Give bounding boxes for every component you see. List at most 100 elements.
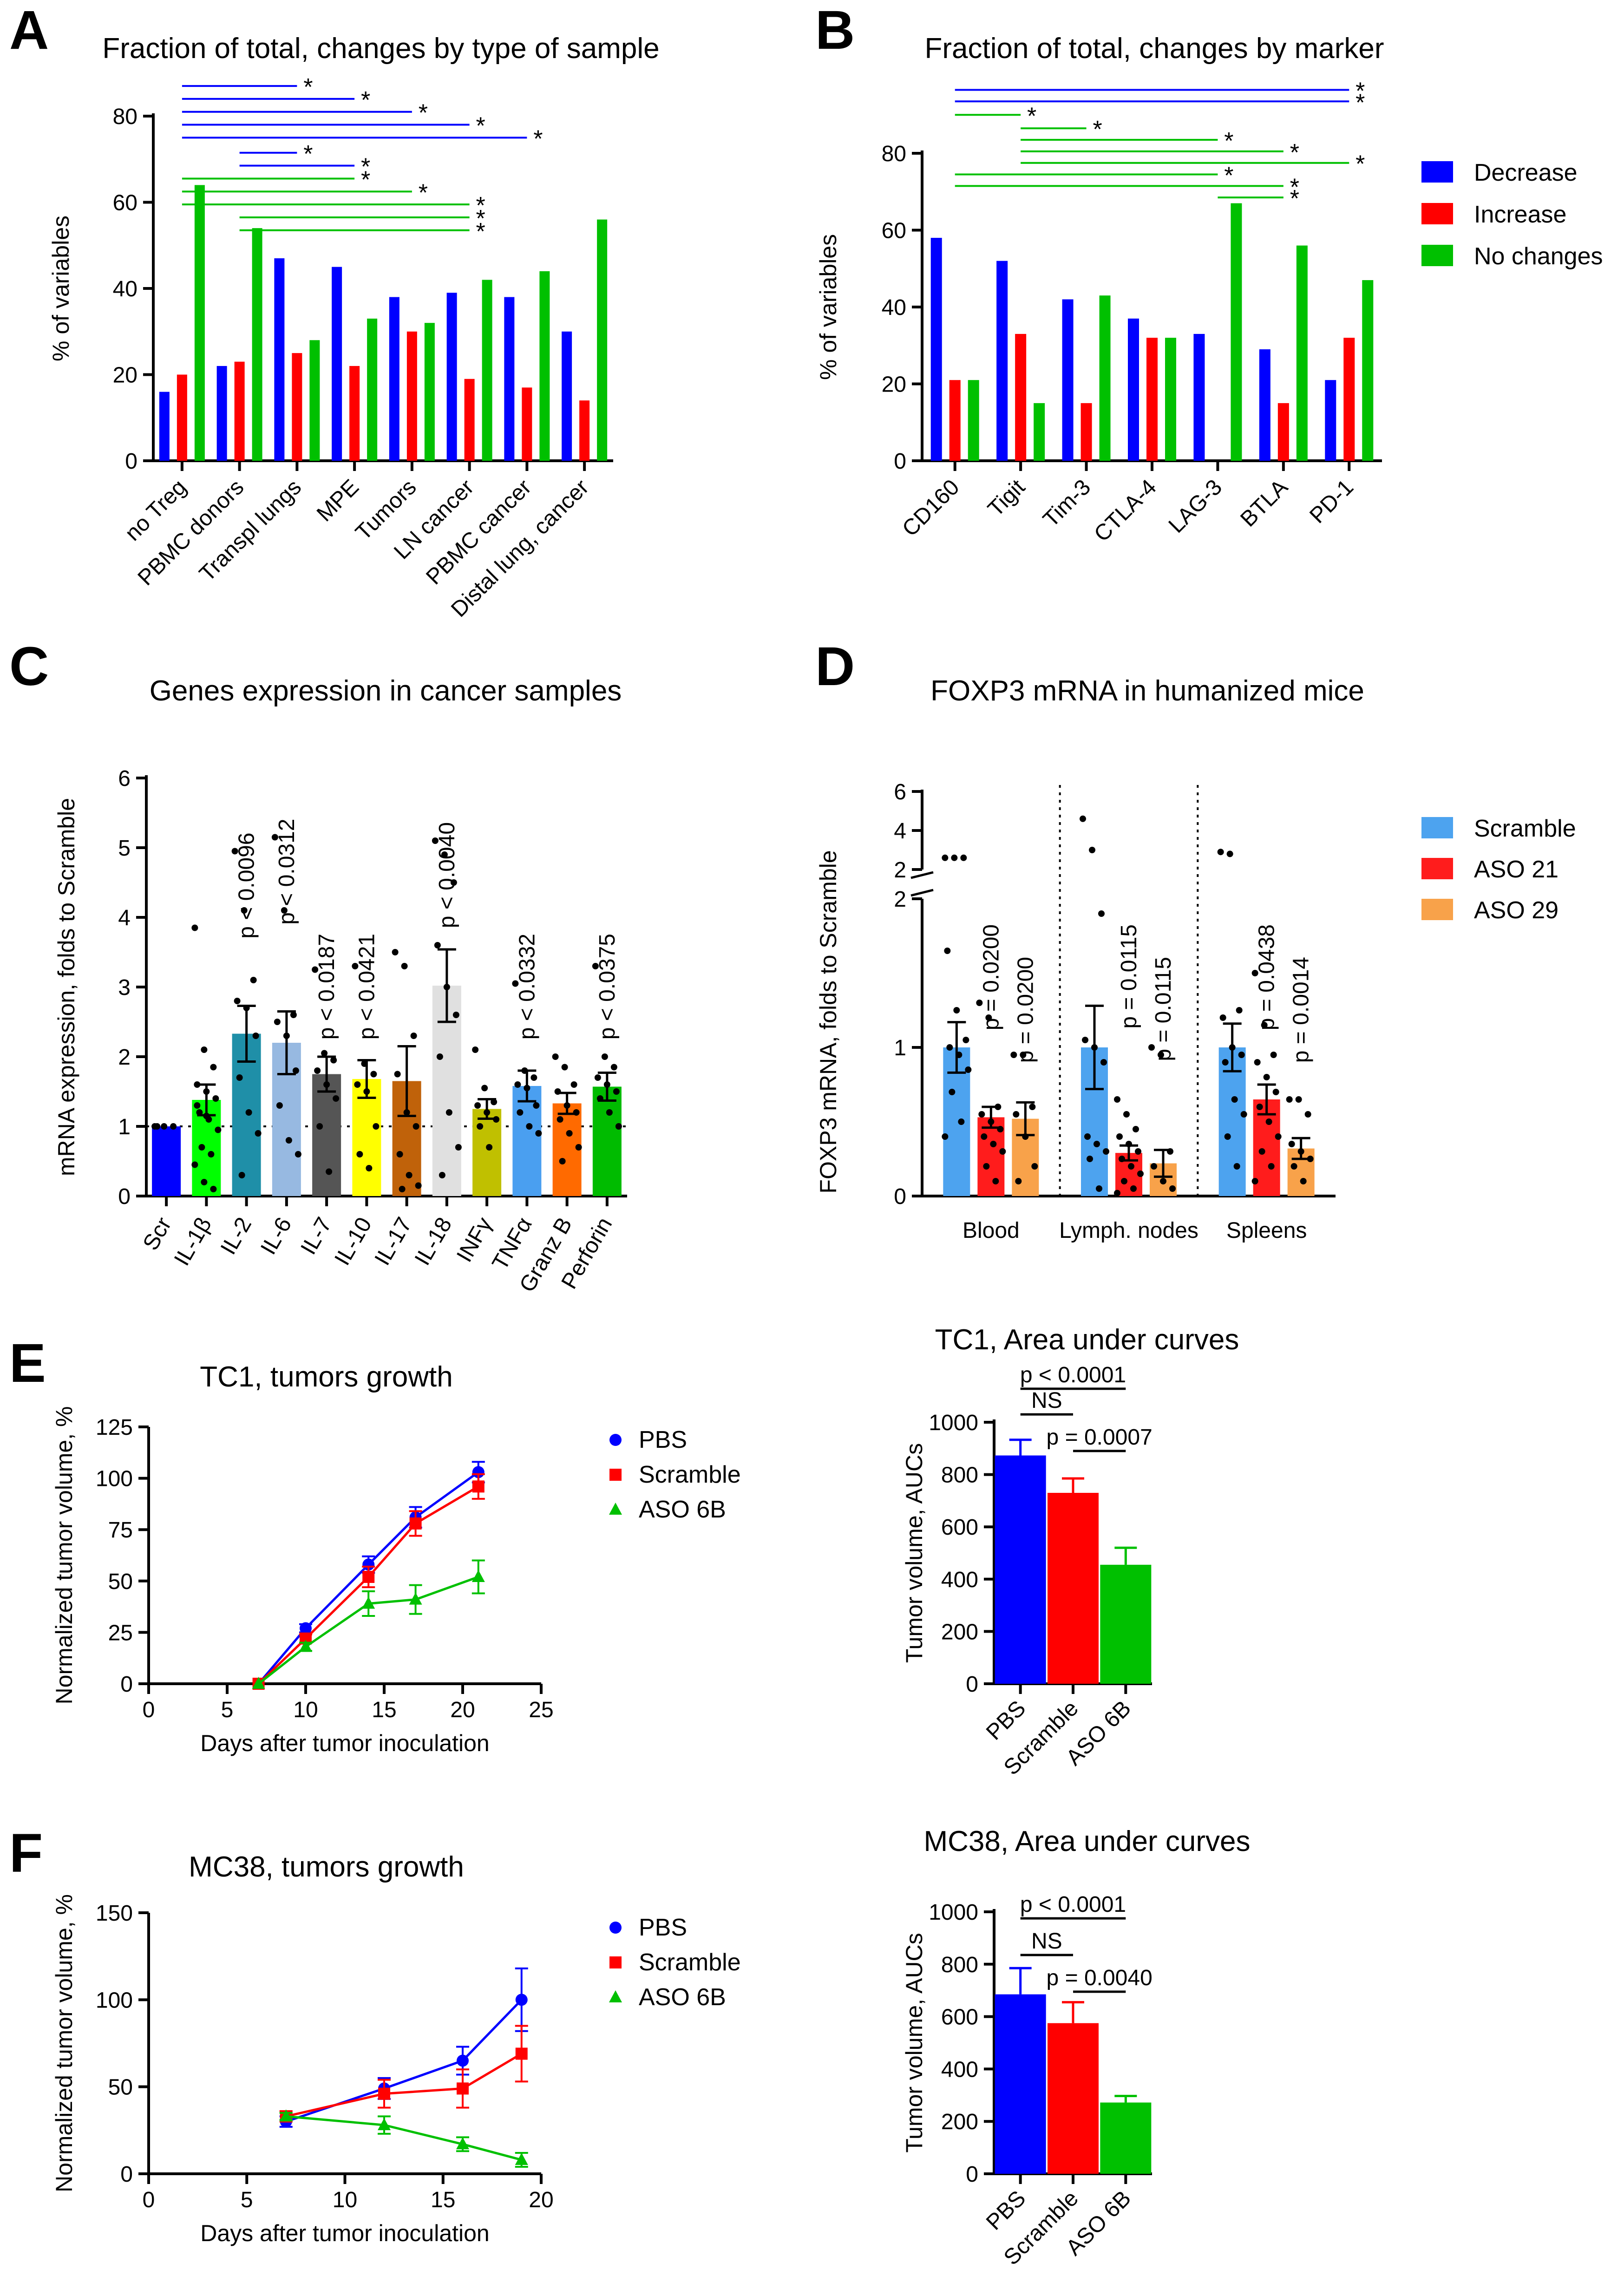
panel-c-data-point (191, 924, 198, 931)
panel-e-auc-bracket-label: p = 0.0007 (1047, 1425, 1153, 1450)
panel-a: A Fraction of total, changes by type of s… (9, 0, 660, 622)
panel-d-data-point (1091, 1044, 1098, 1051)
panel-e-x-tick-label: 20 (450, 1698, 475, 1722)
panel-b-sig-star: * (1224, 128, 1233, 155)
panel-b-bar (949, 380, 961, 461)
panel-c-data-point (250, 977, 257, 983)
panel-b-bar (968, 380, 979, 461)
panel-c-data-point (236, 1074, 243, 1081)
panel-a-sig-star: * (361, 166, 370, 193)
panel-d-data-point (1307, 1156, 1314, 1162)
panel-f-series-line (286, 2115, 522, 2161)
panel-a-bar (309, 340, 320, 461)
panel-a-bar (194, 185, 205, 461)
panel-c-data-point (521, 1067, 528, 1074)
panel-b-x-tick-label: PD-1 (1305, 475, 1358, 528)
panel-c-y-tick-label: 6 (118, 766, 131, 791)
panel-e-auc-y-tick-label: 400 (941, 1568, 978, 1592)
panel-e-marker (252, 1677, 265, 1689)
panel-d-data-point (942, 854, 949, 861)
panel-a-sig-star: * (303, 74, 313, 101)
panel-d-data-point (1286, 1096, 1293, 1103)
panel-c-data-point (401, 963, 408, 969)
panel-e-auc-y-label: Tumor volume, AUCs (901, 1443, 927, 1663)
panel-c-data-point (559, 1158, 566, 1164)
panel-d-data-point (953, 1007, 960, 1014)
panel-f-x-tick-label: 20 (529, 2188, 553, 2212)
panel-c-data-point (399, 1186, 406, 1192)
panel-f-marker (515, 2047, 528, 2060)
panel-d-p-value: p = 0.0115 (1151, 957, 1176, 1061)
panel-c-data-point (274, 1019, 281, 1025)
panel-e-y-label: Normalized tumor volume, % (51, 1406, 77, 1705)
panel-d-data-point (1119, 1156, 1125, 1162)
panel-d-axis-break (910, 889, 934, 897)
panel-c-data-point (241, 907, 248, 914)
panel-b-y-tick-label: 20 (882, 373, 906, 397)
panel-d-data-point (958, 1118, 965, 1125)
panel-f-auc-y-tick-label: 1000 (929, 1900, 978, 1925)
panel-f-marker (456, 2137, 469, 2150)
panel-c-data-point (594, 1074, 601, 1081)
panel-e-marker (409, 1517, 422, 1530)
panel-d-data-point (992, 1178, 999, 1184)
panel-d-data-point (1169, 1185, 1176, 1192)
panel-a-sig-star: * (476, 192, 485, 219)
panel-d-data-point (1084, 1133, 1091, 1140)
panel-c-y-tick-label: 5 (118, 836, 131, 861)
panel-c-data-point (434, 942, 441, 948)
panel-d-data-point (1089, 847, 1095, 853)
panel-c-data-point (484, 1109, 491, 1116)
panel-f-y-tick-label: 0 (120, 2162, 133, 2187)
panel-b-bar (1146, 338, 1158, 461)
panel-c-data-point (210, 1064, 217, 1071)
panel-c-data-point (285, 1137, 292, 1144)
panel-c-x-tick-label: IL-1β (170, 1213, 216, 1270)
panel-c-data-point (191, 1161, 198, 1168)
panel-b-sig-star: * (1290, 174, 1299, 201)
panel-c-data-point (493, 1116, 500, 1123)
panel-f-y-label: Normalized tumor volume, % (51, 1894, 77, 2192)
panel-f-marker (515, 1994, 528, 2006)
panel-e-title: TC1, tumors growth (200, 1361, 452, 1393)
panel-a-sig-star: * (361, 87, 370, 114)
panel-c-data-point (321, 1050, 328, 1057)
panel-b-x-tick-label: Tigit (983, 475, 1030, 521)
panel-d-data-point (951, 854, 958, 861)
panel-d-data-point (1126, 1141, 1132, 1147)
panel-d-title: FOXP3 mRNA in humanized mice (930, 675, 1364, 707)
panel-d-axis-break (910, 871, 934, 879)
panel-c-p-value: p < 0.0040 (435, 822, 459, 928)
panel-f-marker (457, 2054, 469, 2067)
panel-d-y-tick-label: 2 (894, 887, 906, 912)
panel-c-data-point (452, 1012, 459, 1018)
panel-d-data-point (1031, 1163, 1038, 1170)
panel-c-x-tick-label: IL-18 (410, 1213, 457, 1269)
panel-e-auc-y-tick-label: 600 (941, 1515, 978, 1540)
panel-d-data-point (1082, 1037, 1088, 1043)
panel-f-auc-bracket-label: p = 0.0040 (1047, 1966, 1153, 1990)
panel-a-bar (292, 353, 302, 461)
panel-c-data-point (290, 1012, 297, 1018)
panel-e-y-tick-label: 25 (108, 1621, 133, 1645)
panel-f-legend-label: ASO 6B (639, 1984, 726, 2011)
panel-f-auc: MC38, Area under curves Tumor volume, AUC… (901, 1825, 1251, 2269)
panel-d-data-point (1236, 1007, 1243, 1014)
panel-c-p-value: p < 0.0375 (595, 934, 620, 1040)
panel-d-legend-swatch (1421, 817, 1453, 838)
panel-d-data-point (1263, 1074, 1270, 1080)
panel-f-auc-x-tick-label: PBS (982, 2186, 1030, 2235)
panel-d-data-point (1022, 1133, 1029, 1140)
panel-c-data-point (615, 1123, 622, 1130)
panel-e-y-tick-label: 125 (96, 1415, 133, 1440)
panel-b-x-tick-label: BTLA (1236, 475, 1292, 531)
panel-b-sig-star: * (1356, 89, 1365, 116)
panel-f-x-tick-label: 15 (431, 2188, 455, 2212)
panel-c-y-label: mRNA expression, folds to Scramble (53, 798, 79, 1176)
panel-c-data-point (316, 1123, 323, 1130)
panel-c-x-tick-label: IL-17 (370, 1213, 417, 1269)
panel-c-data-point (161, 1123, 168, 1130)
panel-c-data-point (194, 1081, 201, 1088)
panel-f-legend-marker (609, 1956, 622, 1968)
panel-e-x-tick-label: 15 (372, 1698, 396, 1722)
